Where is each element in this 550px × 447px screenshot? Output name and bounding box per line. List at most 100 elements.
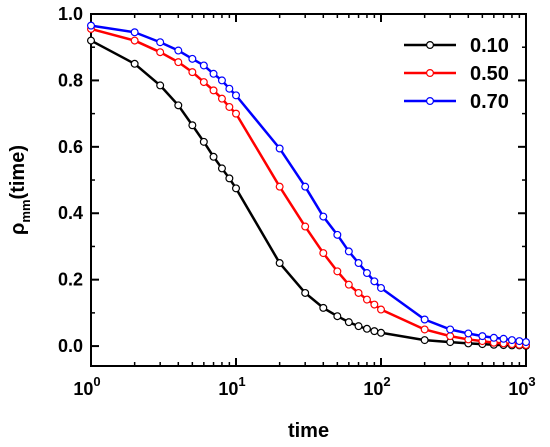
data-point bbox=[156, 38, 165, 47]
y-axis-label-main: ρ bbox=[7, 223, 29, 235]
data-point bbox=[188, 54, 197, 63]
legend-marker bbox=[426, 68, 435, 77]
data-point bbox=[275, 144, 284, 153]
data-point bbox=[225, 84, 234, 93]
data-point bbox=[199, 78, 208, 87]
data-point bbox=[333, 230, 342, 239]
data-point bbox=[217, 94, 226, 103]
data-point bbox=[174, 58, 183, 67]
series-line bbox=[90, 27, 527, 347]
data-point bbox=[478, 332, 487, 341]
legend-label: 0.70 bbox=[470, 91, 509, 113]
data-point bbox=[217, 164, 226, 173]
data-point bbox=[420, 336, 429, 345]
y-axis-label-subscript: mm bbox=[18, 199, 33, 222]
data-point bbox=[275, 259, 284, 268]
data-point bbox=[199, 61, 208, 70]
data-point bbox=[199, 137, 208, 146]
y-tick-label: 0.0 bbox=[58, 336, 83, 356]
data-point bbox=[232, 184, 241, 193]
data-point bbox=[232, 109, 241, 118]
data-point bbox=[319, 249, 328, 258]
y-tick-label: 0.2 bbox=[58, 270, 83, 290]
data-point bbox=[130, 36, 139, 45]
data-point bbox=[301, 222, 310, 231]
data-point bbox=[420, 315, 429, 324]
legend-label: 0.10 bbox=[470, 35, 509, 57]
data-point bbox=[507, 336, 516, 345]
data-point bbox=[209, 152, 218, 161]
data-point bbox=[377, 283, 386, 292]
series-line bbox=[90, 24, 527, 344]
y-tick-label: 0.4 bbox=[58, 203, 83, 223]
legend-label: 0.50 bbox=[470, 63, 509, 85]
data-point bbox=[209, 86, 218, 95]
data-point bbox=[370, 300, 379, 309]
y-axis-label: ρmm(time) bbox=[7, 145, 33, 235]
data-point bbox=[333, 267, 342, 276]
data-point bbox=[333, 312, 342, 321]
series-2 bbox=[86, 21, 530, 347]
y-tick-label: 0.8 bbox=[58, 70, 83, 90]
data-point bbox=[446, 332, 455, 341]
data-point bbox=[344, 247, 353, 256]
data-point bbox=[225, 102, 234, 111]
data-point bbox=[499, 334, 508, 343]
data-point bbox=[188, 68, 197, 77]
y-tick-label: 1.0 bbox=[58, 4, 83, 24]
data-point bbox=[354, 259, 363, 268]
data-point bbox=[156, 48, 165, 57]
data-point bbox=[515, 337, 524, 346]
x-tick-label: 102 bbox=[363, 374, 390, 399]
series-line bbox=[90, 39, 527, 347]
data-point bbox=[174, 101, 183, 110]
data-point bbox=[464, 329, 473, 338]
data-point bbox=[156, 81, 165, 90]
data-point bbox=[301, 288, 310, 297]
data-point bbox=[489, 333, 498, 342]
data-point bbox=[188, 121, 197, 130]
data-point bbox=[362, 324, 371, 333]
data-point bbox=[209, 69, 218, 78]
data-point bbox=[217, 76, 226, 85]
data-point bbox=[377, 305, 386, 314]
data-point bbox=[86, 21, 95, 30]
data-point bbox=[370, 327, 379, 336]
x-tick-exponent: 0 bbox=[93, 374, 100, 389]
x-tick-label: 103 bbox=[508, 374, 535, 399]
data-point bbox=[362, 295, 371, 304]
data-point bbox=[354, 288, 363, 297]
y-tick-label: 0.6 bbox=[58, 137, 83, 157]
data-point bbox=[301, 182, 310, 191]
x-tick-label: 100 bbox=[73, 374, 100, 399]
data-point bbox=[130, 28, 139, 37]
data-point bbox=[232, 91, 241, 100]
data-point bbox=[344, 318, 353, 327]
legend-marker bbox=[426, 96, 435, 105]
data-point bbox=[370, 277, 379, 286]
data-point bbox=[420, 325, 429, 334]
data-point bbox=[377, 328, 386, 337]
data-point bbox=[319, 212, 328, 221]
y-axis-label-suffix: (time) bbox=[7, 145, 29, 199]
series-1 bbox=[86, 24, 530, 350]
data-point bbox=[130, 59, 139, 68]
legend-marker bbox=[426, 40, 435, 49]
data-point bbox=[319, 303, 328, 312]
x-tick-exponent: 2 bbox=[383, 374, 390, 389]
data-point bbox=[344, 280, 353, 289]
data-point bbox=[174, 46, 183, 55]
data-point bbox=[275, 182, 284, 191]
x-tick-exponent: 3 bbox=[528, 374, 535, 389]
data-point bbox=[362, 269, 371, 278]
x-axis-label: time bbox=[288, 420, 329, 442]
data-point bbox=[521, 338, 530, 347]
data-point bbox=[446, 325, 455, 334]
data-point bbox=[225, 174, 234, 183]
x-tick-label: 101 bbox=[218, 374, 245, 399]
plot-frame bbox=[90, 13, 527, 367]
x-tick-exponent: 1 bbox=[238, 374, 245, 389]
data-point bbox=[354, 322, 363, 331]
